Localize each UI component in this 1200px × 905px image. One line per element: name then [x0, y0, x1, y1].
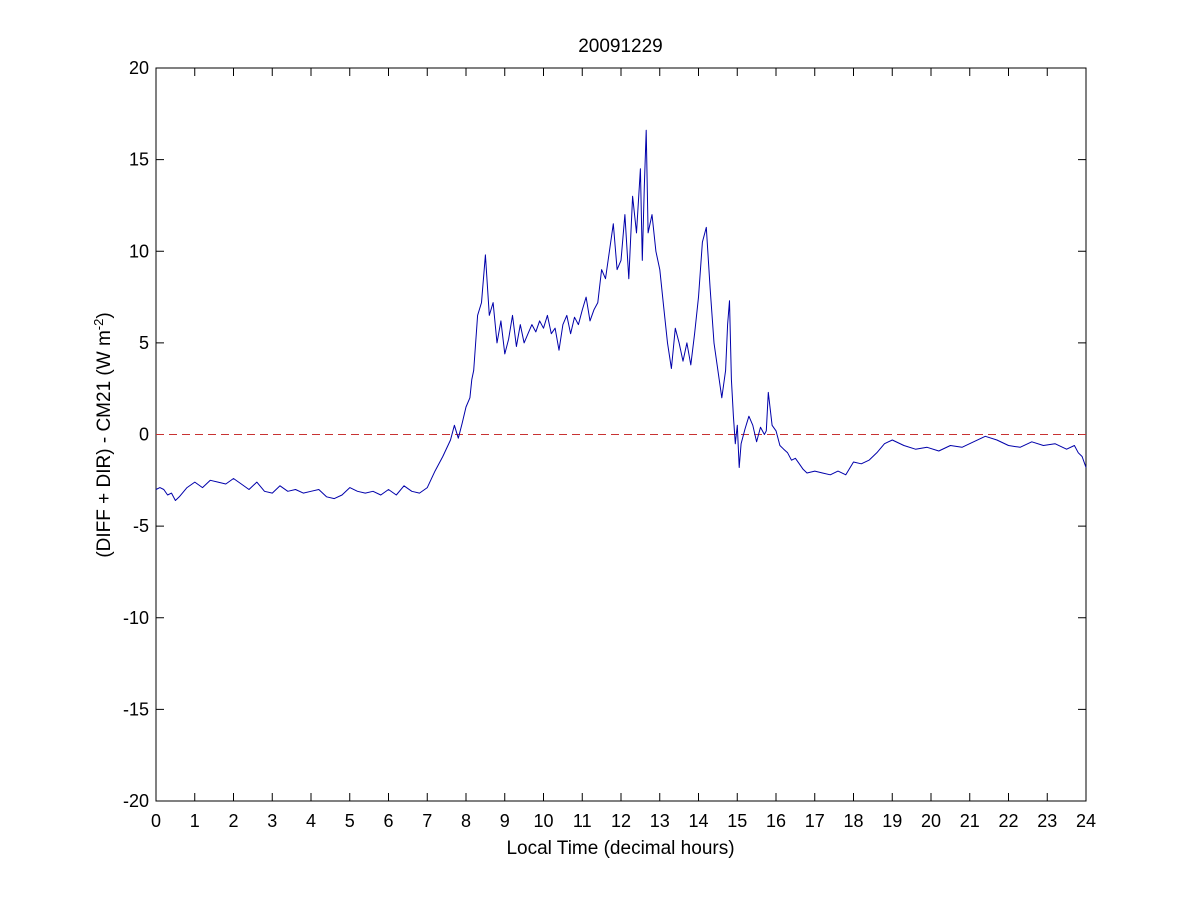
- y-tick-label: -15: [123, 699, 149, 719]
- x-tick-label: 18: [843, 811, 863, 831]
- y-axis-label-tail: ): [94, 312, 115, 318]
- series-line: [155, 129, 1087, 501]
- y-axis-label-main: (DIFF + DIR) - CM21 (W m: [94, 330, 115, 557]
- x-tick-label: 14: [688, 811, 708, 831]
- x-tick-label: 15: [727, 811, 747, 831]
- x-tick-label: 24: [1076, 811, 1096, 831]
- x-axis-label: Local Time (decimal hours): [506, 838, 734, 859]
- x-tick-label: 11: [573, 811, 592, 831]
- x-tick-label: 7: [422, 811, 432, 831]
- y-tick-label: -10: [123, 608, 149, 628]
- y-tick-label: 20: [129, 58, 149, 78]
- x-axis: 0 1 2 3 4 5 6 7 8 9 10 11 12 13 14 15 16 17 18 19 20 21 22 23 24: [151, 68, 1096, 831]
- x-tick-label: 16: [766, 811, 786, 831]
- x-tick-label: 3: [267, 811, 277, 831]
- x-tick-label: 2: [228, 811, 238, 831]
- y-tick-label: 10: [129, 241, 149, 261]
- x-tick-label: 5: [345, 811, 355, 831]
- x-tick-label: 20: [921, 811, 941, 831]
- y-tick-label: 5: [139, 333, 149, 353]
- y-tick-label: -20: [123, 791, 149, 811]
- x-tick-label: 6: [383, 811, 393, 831]
- x-tick-label: 8: [461, 811, 471, 831]
- y-axis-label-superscript: -2: [91, 319, 106, 331]
- y-axis: -20 -15 -10 -5 0 5 10 15 20: [123, 58, 1086, 811]
- y-tick-label: 15: [129, 150, 149, 170]
- y-axis-label: (DIFF + DIR) - CM21 (W m-2): [91, 312, 115, 557]
- x-tick-label: 23: [1037, 811, 1057, 831]
- x-tick-label: 17: [805, 811, 825, 831]
- x-tick-label: 1: [190, 811, 200, 831]
- y-tick-label: 0: [139, 425, 149, 445]
- x-tick-label: 13: [650, 811, 670, 831]
- x-tick-label: 12: [611, 811, 631, 831]
- plot-area: [155, 67, 1087, 802]
- x-tick-label: 19: [882, 811, 902, 831]
- chart-title: 20091229: [578, 36, 663, 57]
- x-tick-label: 22: [998, 811, 1018, 831]
- x-tick-label: 21: [960, 811, 980, 831]
- x-tick-label: 0: [151, 811, 161, 831]
- x-tick-label: 9: [500, 811, 510, 831]
- y-tick-label: -5: [133, 516, 149, 536]
- x-tick-label: 10: [533, 811, 553, 831]
- x-tick-label: 4: [306, 811, 316, 831]
